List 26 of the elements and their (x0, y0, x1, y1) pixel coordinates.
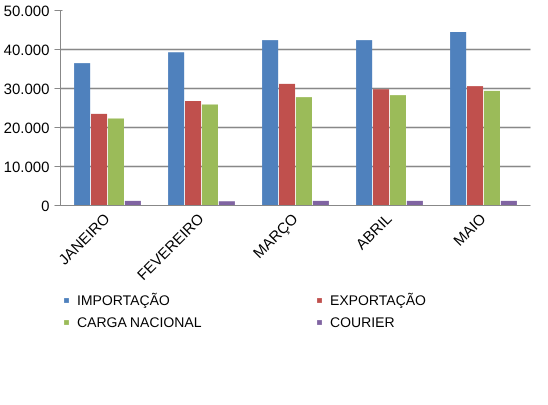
y-tick-label: 40.000 (4, 42, 50, 59)
legend-label: IMPORTAÇÃO (77, 292, 171, 308)
bar (168, 52, 184, 206)
y-tick-label: 0 (41, 198, 50, 215)
legend-label: COURIER (330, 314, 396, 330)
bar (373, 89, 390, 206)
y-tick-label: 30.000 (4, 81, 50, 98)
legend-label: CARGA NACIONAL (77, 314, 202, 330)
bar (74, 63, 90, 206)
bar (484, 90, 500, 206)
y-tick-label: 50.000 (4, 3, 50, 20)
bar (390, 95, 406, 206)
bar (356, 40, 372, 206)
y-tick-label: 10.000 (4, 159, 50, 176)
y-tick-label: 20.000 (4, 120, 50, 137)
bar (279, 84, 296, 206)
bar (91, 114, 108, 206)
bar (108, 118, 124, 206)
bar (202, 104, 218, 206)
bar (450, 32, 466, 206)
legend-label: EXPORTAÇÃO (330, 292, 427, 308)
bar (467, 86, 484, 206)
bar (218, 201, 235, 206)
bar (262, 40, 278, 206)
bar (185, 100, 202, 206)
bar (296, 97, 312, 206)
